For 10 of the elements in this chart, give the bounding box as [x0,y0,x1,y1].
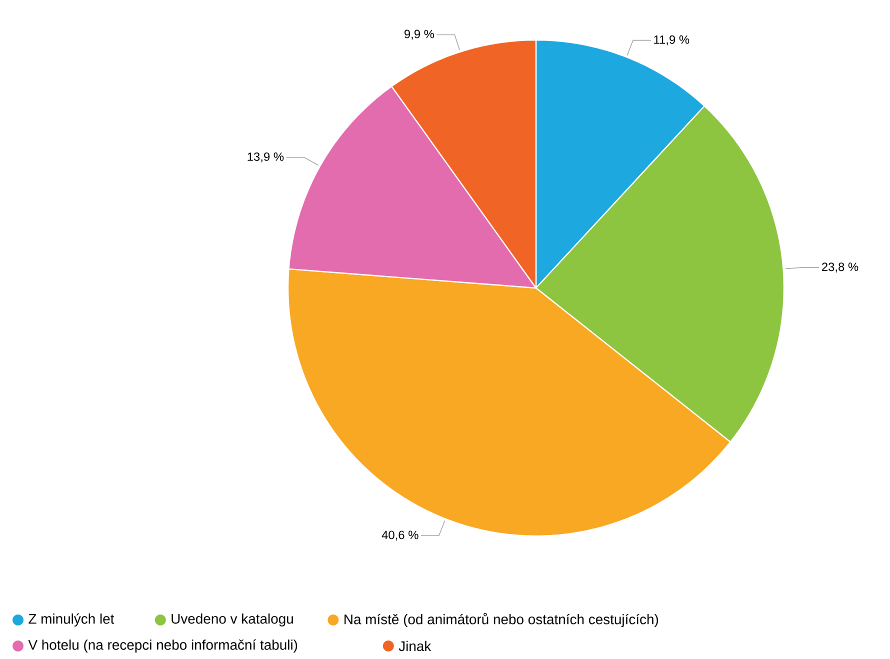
legend-label: Z minulých let [28,613,114,627]
data-label: 11,9 % [654,35,690,46]
legend-label: Na místě (od animátorů nebo ostatních cestujících) [344,612,658,628]
data-label: 13,9 % [248,152,284,162]
data-label: 40,6 % [382,530,418,541]
legend-label: Uvedeno v katalogu [172,613,293,626]
data-label: 9,9 % [404,30,434,40]
data-label: 23,8 % [822,262,858,272]
legend-label: Jinak [398,640,432,652]
legend-label: V hotelu (na recepci nebo informační tabuli) [28,639,298,653]
